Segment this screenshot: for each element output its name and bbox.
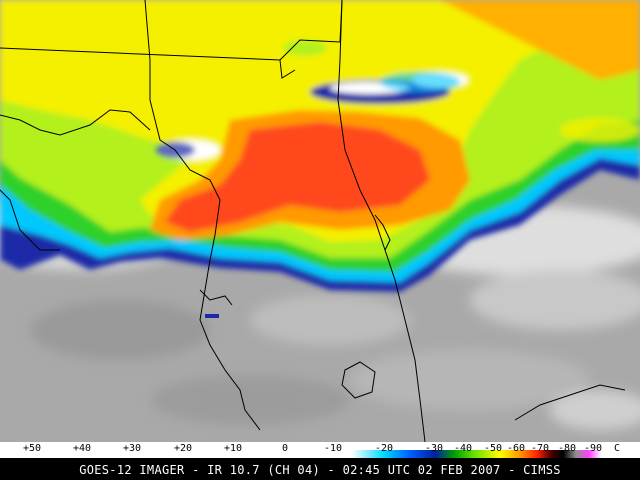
tick-label: -70 (530, 443, 550, 454)
tick-label: -30 (424, 443, 444, 454)
satellite-ir-image (0, 0, 640, 442)
tick-label: -80 (557, 443, 577, 454)
unit-label: C (614, 443, 621, 454)
tick-label: -40 (453, 443, 473, 454)
cloud-shield (0, 0, 640, 292)
map-outlines (0, 0, 626, 442)
tick-label: +40 (72, 443, 92, 454)
colorbar (0, 442, 640, 458)
tick-label: 0 (281, 443, 289, 454)
tick-label: -50 (483, 443, 503, 454)
tick-label: +10 (223, 443, 243, 454)
tick-label: -20 (374, 443, 394, 454)
image-caption: GOES-12 IMAGER - IR 10.7 (CH 04) - 02:45… (79, 463, 561, 477)
tick-label: -10 (323, 443, 343, 454)
tick-label: +50 (22, 443, 42, 454)
tick-label: +30 (122, 443, 142, 454)
tick-label: -60 (506, 443, 526, 454)
tick-label: -90 (583, 443, 603, 454)
tick-label: +20 (173, 443, 193, 454)
colorbar-gradient (0, 450, 640, 458)
bay-highlight (205, 314, 219, 318)
colorbar-labels: +50 +40 +30 +20 +10 0 -10 -20 -30 -40 -5… (0, 442, 640, 456)
